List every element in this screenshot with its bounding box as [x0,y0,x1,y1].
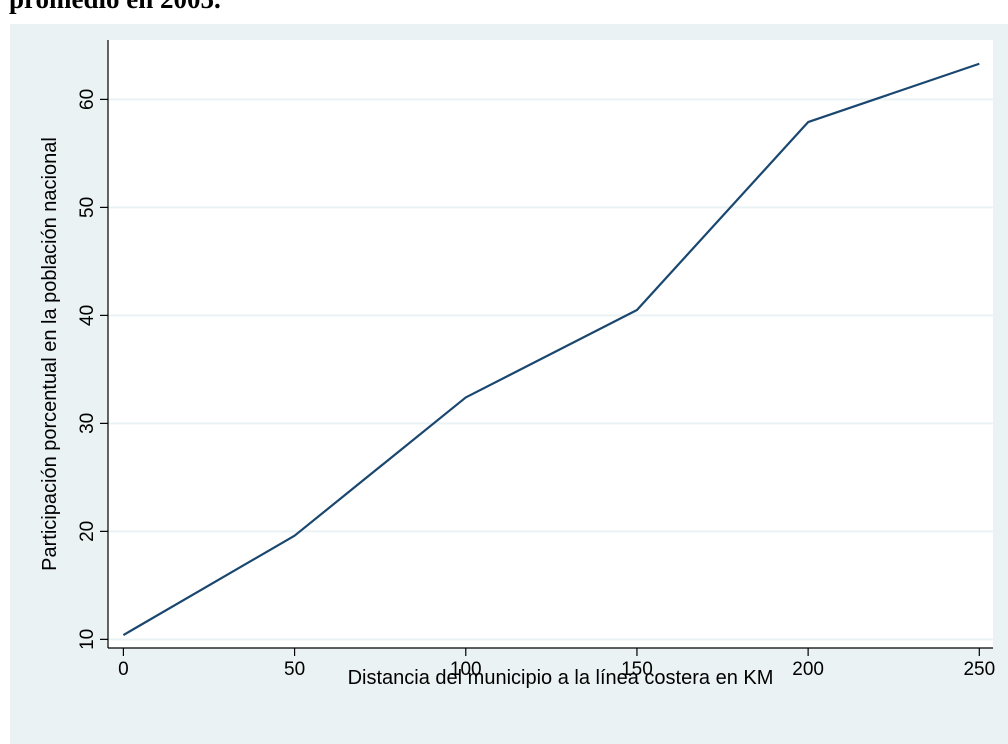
plot-area [108,40,993,648]
y-axis-title: Participación porcentual en la población… [39,137,61,571]
axes [107,40,993,649]
y-tick-label: 10 [77,629,98,650]
figure-caption: promedio en 2005. [9,0,221,13]
tick-marks: 10 20 30 40 50 60 0 50 100 150 200 250 [77,89,995,680]
x-tick-label: 100 [450,659,482,680]
y-tick-label: 30 [77,413,98,434]
x-tick-label: 250 [963,659,995,680]
y-tick-label: 50 [77,197,98,218]
gridlines [108,98,993,641]
y-tick-label: 20 [77,521,98,542]
x-axis-title: Distancia del municipio a la línea coste… [348,667,774,689]
series-line-0 [122,62,980,636]
x-tick-label: 0 [118,659,129,680]
x-tick-label: 200 [792,659,824,680]
series-group [122,62,980,636]
x-tick-label: 50 [284,659,305,680]
y-tick-label: 60 [77,89,98,110]
y-tick-label: 40 [77,305,98,326]
x-tick-label: 150 [621,659,653,680]
